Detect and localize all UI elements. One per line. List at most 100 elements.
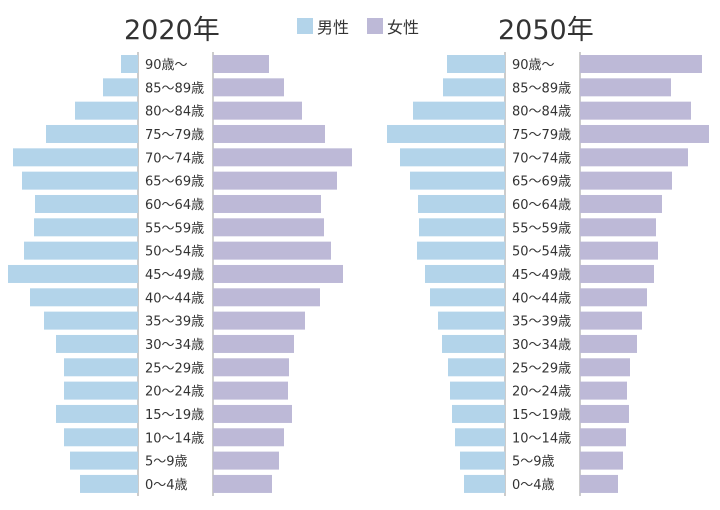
bar-male xyxy=(430,288,505,307)
age-label: 40～44歳 xyxy=(512,291,571,306)
legend: 男性 女性 xyxy=(297,14,437,38)
bar-male xyxy=(455,428,505,447)
age-label: 45～49歳 xyxy=(145,268,204,283)
bar-female xyxy=(213,124,325,143)
age-label: 50～54歳 xyxy=(512,245,571,260)
bar-male xyxy=(418,194,505,213)
bar-male xyxy=(448,358,505,377)
bar-female xyxy=(213,428,284,447)
legend-item-female: 女性 xyxy=(367,14,419,38)
bar-male xyxy=(64,428,138,447)
bar-female xyxy=(580,124,709,143)
bar-female xyxy=(213,171,337,190)
bar-female xyxy=(580,78,671,97)
bar-female xyxy=(213,264,343,283)
bar-female xyxy=(580,381,627,400)
bar-female xyxy=(213,404,292,423)
bar-male xyxy=(75,101,138,120)
bar-female xyxy=(580,241,658,260)
bar-male xyxy=(425,264,505,283)
bar-female xyxy=(580,474,618,493)
age-label: 25～29歳 xyxy=(512,361,571,376)
age-label: 80～84歳 xyxy=(145,105,204,120)
age-label: 35～39歳 xyxy=(512,315,571,330)
age-label: 25～29歳 xyxy=(145,361,204,376)
age-label: 55～59歳 xyxy=(145,221,204,236)
bar-female xyxy=(213,334,294,353)
bar-male xyxy=(22,171,138,190)
legend-swatch-female xyxy=(367,18,384,34)
age-label: 50～54歳 xyxy=(145,245,204,260)
bar-female xyxy=(580,334,637,353)
bar-female xyxy=(580,428,626,447)
age-label: 15～19歳 xyxy=(145,408,204,423)
age-label: 15～19歳 xyxy=(512,408,571,423)
bar-female xyxy=(213,194,321,213)
bar-female xyxy=(213,288,320,307)
bar-female xyxy=(213,311,305,330)
bar-male xyxy=(70,451,138,470)
bar-female xyxy=(580,194,662,213)
bar-male xyxy=(447,55,505,73)
bar-male xyxy=(8,264,138,283)
age-label: 5～9歳 xyxy=(145,455,188,470)
age-label: 30～34歳 xyxy=(512,338,571,353)
bar-female xyxy=(580,288,647,307)
age-label: 60～64歳 xyxy=(512,198,571,213)
bar-male xyxy=(103,78,138,97)
age-label: 75～79歳 xyxy=(145,128,204,143)
legend-swatch-male xyxy=(297,18,313,34)
age-label: 45～49歳 xyxy=(512,268,571,283)
bar-male xyxy=(35,194,138,213)
bar-female xyxy=(580,218,656,237)
bar-male xyxy=(44,311,138,330)
bar-female xyxy=(580,451,623,470)
age-label: 85～89歳 xyxy=(512,81,571,96)
bar-female xyxy=(580,264,654,283)
chart-title-2050: 2050年 xyxy=(498,15,594,46)
bar-female xyxy=(580,358,630,377)
bar-female xyxy=(580,404,629,423)
age-label: 55～59歳 xyxy=(512,221,571,236)
bar-male xyxy=(419,218,505,237)
bar-male xyxy=(34,218,138,237)
bar-male xyxy=(442,334,505,353)
bar-male xyxy=(13,148,138,167)
bar-male xyxy=(410,171,505,190)
age-label: 70～74歳 xyxy=(512,151,571,166)
bar-male xyxy=(443,78,505,97)
age-label: 65～69歳 xyxy=(145,175,204,190)
bar-female xyxy=(213,78,284,97)
bar-male xyxy=(56,334,138,353)
legend-label-male: 男性 xyxy=(317,18,350,37)
bar-male xyxy=(417,241,505,260)
age-label: 90歳～ xyxy=(145,58,188,73)
bar-female xyxy=(213,101,302,120)
age-label: 85～89歳 xyxy=(145,81,204,96)
bar-male xyxy=(460,451,505,470)
bar-male xyxy=(24,241,138,260)
age-label: 0～4歳 xyxy=(512,478,555,493)
age-label: 10～14歳 xyxy=(145,431,204,446)
age-label: 40～44歳 xyxy=(145,291,204,306)
age-label: 35～39歳 xyxy=(145,315,204,330)
age-label: 80～84歳 xyxy=(512,105,571,120)
bar-female xyxy=(213,474,272,493)
bar-male xyxy=(464,474,505,493)
bar-male xyxy=(400,148,505,167)
bar-female xyxy=(580,55,702,73)
bar-female xyxy=(580,311,642,330)
bar-male xyxy=(413,101,505,120)
bar-male xyxy=(121,55,138,73)
bar-female xyxy=(580,101,691,120)
bar-male xyxy=(64,358,138,377)
age-label: 75～79歳 xyxy=(512,128,571,143)
bar-female xyxy=(213,381,288,400)
bar-female xyxy=(580,171,672,190)
age-label: 60～64歳 xyxy=(145,198,204,213)
bar-female xyxy=(213,148,352,167)
bar-female xyxy=(213,451,279,470)
age-label: 10～14歳 xyxy=(512,431,571,446)
bar-male xyxy=(64,381,138,400)
age-label: 70～74歳 xyxy=(145,151,204,166)
